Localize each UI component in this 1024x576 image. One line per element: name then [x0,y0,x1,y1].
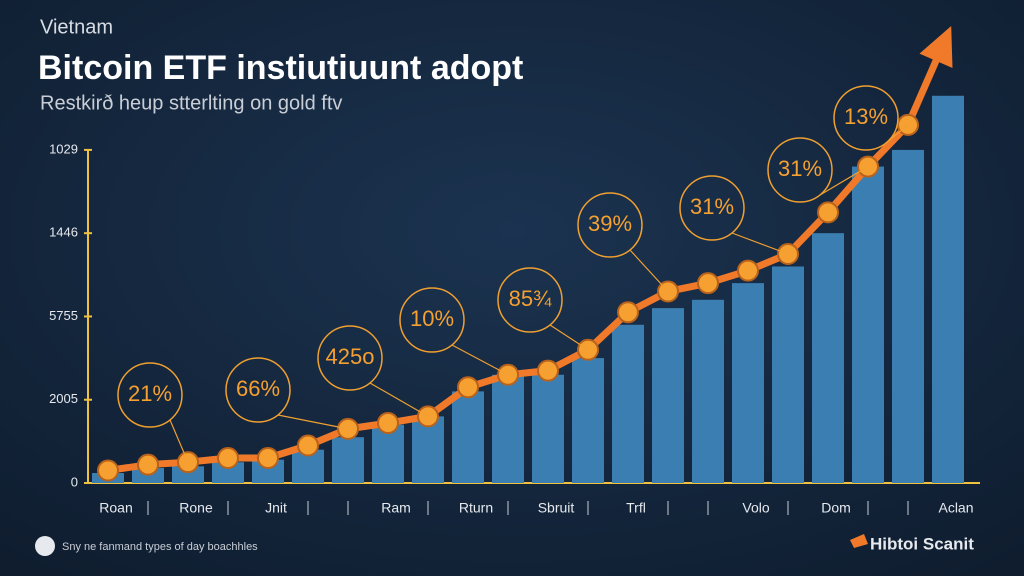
annotation-ring [497,267,563,333]
point [457,376,479,399]
bar [532,374,564,483]
annotation-ring [399,287,465,353]
arrow-head [919,25,953,69]
bar [212,462,244,483]
annotation-leader [277,414,349,430]
x-tick-label: Jnit [265,500,287,516]
point [377,412,399,435]
x-tick-label: Rone [179,500,213,516]
point [97,459,119,482]
chart-title: Bitcoin ETF instiutiuunt adopt [38,49,523,87]
bar [852,166,884,483]
annotation: 66% [236,376,280,401]
point [217,447,239,470]
point [697,272,719,295]
footnote-icon [35,536,55,556]
point [817,201,839,224]
footnote: Sny ne fanmand types of day boachhles [62,541,258,553]
bar [612,324,644,483]
supertitle: Vietnam [40,16,113,38]
x-tick-label: Roan [99,500,132,516]
annotation: 85¾ [509,286,552,311]
annotation: 425o [326,344,375,369]
annotation: 13% [844,104,888,129]
annotation-leader [549,324,589,351]
point [297,434,319,457]
x-tick-label: Aclan [938,500,973,516]
annotation: 39% [588,211,632,236]
annotation: 21% [128,381,172,406]
annotation-leader [451,344,509,376]
bar [372,424,404,483]
annotation-ring [833,85,899,151]
annotation-ring [225,357,291,423]
brand: Hibtoi Scanit [870,534,974,553]
annotation-leader [819,166,869,196]
x-tick-label: Volo [742,500,769,516]
annotation-ring [117,362,183,428]
annotation-ring [679,175,745,241]
x-tick-label: Rturn [459,500,493,516]
bar [412,416,444,483]
annotation-leader [629,249,669,292]
point [617,301,639,324]
y-tick-label: 0 [71,474,78,489]
annotation-leader [169,419,189,463]
bar [892,149,924,483]
x-tick-label: Sbruit [538,500,575,516]
bar [572,358,604,483]
y-tick-label: 5755 [49,308,78,323]
x-tick-label: Trfl [626,500,646,516]
bar [732,283,764,483]
bar [652,308,684,483]
subtitle: Restkirð heup stterlting on gold ftv [40,92,342,114]
annotation-ring [767,137,833,203]
bar [332,437,364,483]
annotation-ring [577,192,643,258]
bar [692,299,724,483]
bar [492,374,524,483]
y-tick-label: 2005 [49,391,78,406]
bar [772,266,804,483]
annotation-leader [369,382,429,417]
bar [812,233,844,483]
annotation-leader [731,232,789,255]
annotation-leader [885,124,909,144]
point [257,447,279,470]
annotation: 31% [690,194,734,219]
bar [172,466,204,483]
y-tick-label: 1446 [49,225,78,240]
bar [452,391,484,483]
brand-icon [850,534,868,548]
x-tick-label: Ram [381,500,411,516]
annotation-ring [317,325,383,391]
point [537,359,559,382]
x-tick-label: Dom [821,500,851,516]
annotation: 31% [778,156,822,181]
point [737,259,759,282]
y-tick-label: 1029 [49,141,78,156]
bar [932,95,964,484]
annotation: 10% [410,306,454,331]
point [137,453,159,476]
